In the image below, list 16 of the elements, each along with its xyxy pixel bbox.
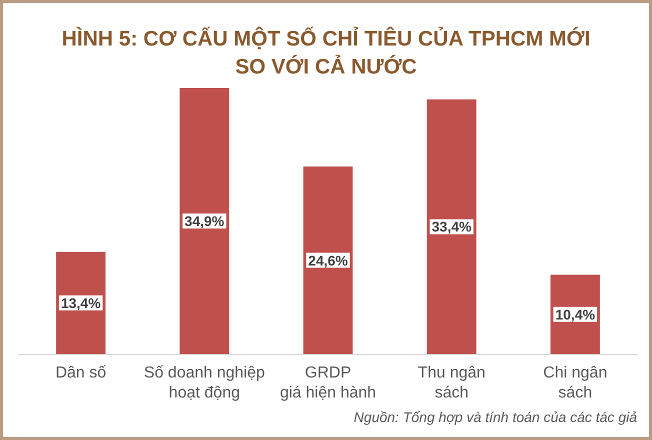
chart-title: HÌNH 5: CƠ CẤU MỘT SỐ CHỈ TIÊU CỦA TPHCM MỚI SO VỚI CẢ NƯỚC: [62, 26, 590, 78]
text: Nguồn: Tổng hợp và tính toán của các tác giả: [354, 409, 638, 425]
data-label: 13,4%: [60, 294, 102, 311]
x-tick-label: Thu ngân sách: [418, 364, 486, 402]
bar: [303, 166, 353, 354]
x-tick-label: Số doanh nghiệp hoạt động: [144, 364, 265, 402]
data-label: 33,4%: [432, 218, 472, 235]
x-tick-label: Dân số: [55, 364, 106, 382]
x-tick-label: GRDP giá hiện hành: [280, 364, 376, 402]
bar: [426, 99, 476, 354]
x-tick-label: Chi ngân sách: [543, 364, 608, 402]
data-label: 34,9%: [184, 213, 225, 229]
data-label: 10,4%: [555, 306, 596, 322]
data-label: 24,6%: [308, 252, 348, 268]
bar: [180, 88, 230, 354]
bar: [56, 252, 106, 354]
